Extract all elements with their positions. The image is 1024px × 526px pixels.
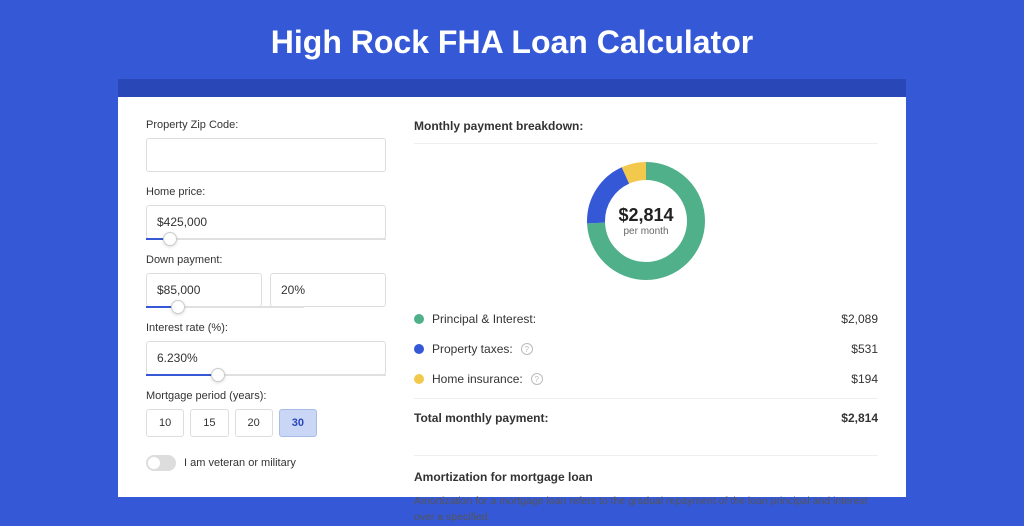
- zip-input[interactable]: [146, 138, 386, 172]
- veteran-toggle-label: I am veteran or military: [184, 457, 296, 469]
- down-payment-slider[interactable]: [146, 306, 304, 308]
- interest-rate-field: Interest rate (%):: [146, 322, 386, 376]
- legend-amount-1: $531: [851, 342, 878, 356]
- interest-rate-label: Interest rate (%):: [146, 322, 386, 334]
- legend-label-2: Home insurance:: [432, 372, 523, 386]
- donut-chart: $2,814 per month: [581, 156, 711, 286]
- total-label: Total monthly payment:: [414, 411, 548, 425]
- legend: Principal & Interest: $2,089 Property taxe…: [414, 304, 878, 394]
- zip-field: Property Zip Code:: [146, 119, 386, 172]
- period-btn-30[interactable]: 30: [279, 409, 317, 437]
- home-price-label: Home price:: [146, 186, 386, 198]
- mortgage-period-label: Mortgage period (years):: [146, 390, 386, 402]
- legend-amount-0: $2,089: [841, 312, 878, 326]
- interest-rate-slider[interactable]: [146, 374, 386, 376]
- period-button-group: 10152030: [146, 409, 386, 437]
- period-btn-10[interactable]: 10: [146, 409, 184, 437]
- legend-dot-2: [414, 374, 424, 384]
- legend-dot-0: [414, 314, 424, 324]
- breakdown-title: Monthly payment breakdown:: [414, 119, 878, 144]
- period-btn-15[interactable]: 15: [190, 409, 228, 437]
- home-price-field: Home price:: [146, 186, 386, 240]
- down-payment-label: Down payment:: [146, 254, 386, 266]
- form-panel: Property Zip Code: Home price: Down paym…: [146, 119, 386, 497]
- interest-rate-slider-thumb[interactable]: [211, 368, 225, 382]
- interest-rate-input[interactable]: [146, 341, 386, 375]
- total-amount: $2,814: [841, 411, 878, 425]
- down-payment-amount-input[interactable]: [146, 273, 262, 307]
- calculator-card: Property Zip Code: Home price: Down paym…: [118, 97, 906, 497]
- legend-amount-2: $194: [851, 372, 878, 386]
- down-payment-slider-thumb[interactable]: [171, 300, 185, 314]
- interest-rate-slider-fill: [146, 374, 218, 376]
- info-icon[interactable]: ?: [531, 373, 543, 385]
- legend-row-2: Home insurance:? $194: [414, 364, 878, 394]
- donut-sublabel: per month: [623, 226, 668, 237]
- period-btn-20[interactable]: 20: [235, 409, 273, 437]
- info-icon[interactable]: ?: [521, 343, 533, 355]
- breakdown-panel: Monthly payment breakdown: $2,814 per mo…: [414, 119, 878, 497]
- header-accent-bar: [118, 79, 906, 97]
- down-payment-percent-input[interactable]: [270, 273, 386, 307]
- mortgage-period-field: Mortgage period (years): 10152030: [146, 390, 386, 437]
- donut-chart-wrap: $2,814 per month: [414, 156, 878, 286]
- legend-row-1: Property taxes:? $531: [414, 334, 878, 364]
- legend-label-1: Property taxes:: [432, 342, 513, 356]
- down-payment-field: Down payment:: [146, 254, 386, 308]
- legend-dot-1: [414, 344, 424, 354]
- legend-label-0: Principal & Interest:: [432, 312, 536, 326]
- amortization-title: Amortization for mortgage loan: [414, 455, 878, 484]
- zip-label: Property Zip Code:: [146, 119, 386, 131]
- page-title: High Rock FHA Loan Calculator: [0, 0, 1024, 79]
- legend-row-0: Principal & Interest: $2,089: [414, 304, 878, 334]
- total-row: Total monthly payment: $2,814: [414, 398, 878, 433]
- veteran-toggle-row: I am veteran or military: [146, 455, 386, 471]
- donut-center: $2,814 per month: [581, 156, 711, 286]
- home-price-slider[interactable]: [146, 238, 386, 240]
- home-price-slider-thumb[interactable]: [163, 232, 177, 246]
- donut-amount: $2,814: [618, 205, 673, 226]
- veteran-toggle[interactable]: [146, 455, 176, 471]
- home-price-input[interactable]: [146, 205, 386, 239]
- amortization-text: Amortization for a mortgage loan refers …: [414, 494, 878, 526]
